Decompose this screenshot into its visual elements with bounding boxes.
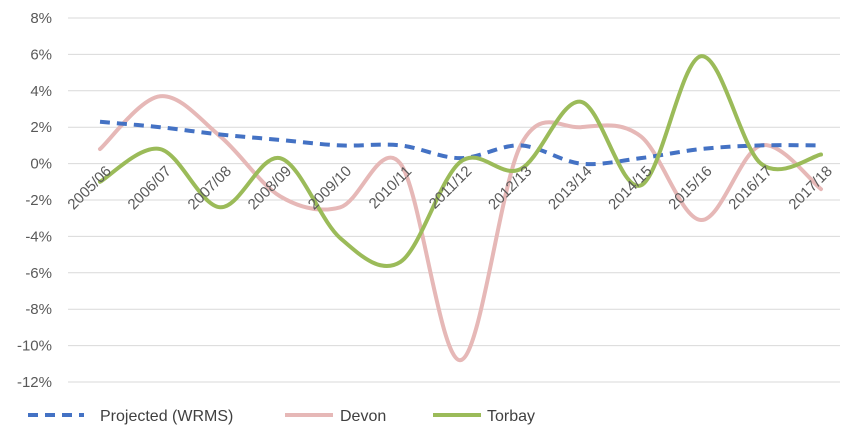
y-tick-label: -4% [25,228,52,245]
x-tick-label: 2009/10 [305,163,355,213]
series-line-projected-wrms [99,119,822,167]
legend-label: Projected (WRMS) [100,408,233,425]
x-tick-label: 2016/17 [725,163,775,213]
x-tick-label: 2014/15 [605,163,655,213]
x-tick-label: 2017/18 [785,163,835,213]
y-tick-label: -10% [17,338,52,355]
y-tick-label: 0% [30,156,52,173]
x-tick-label: 2013/14 [545,163,595,213]
x-tick-label: 2006/07 [125,163,175,213]
y-tick-label: -2% [25,192,52,209]
y-tick-label: 4% [30,83,52,100]
y-tick-label: -12% [17,374,52,391]
y-tick-label: 8% [30,10,52,27]
series-line-torbay [98,54,823,269]
y-tick-label: 6% [30,46,52,63]
y-tick-label: 2% [30,119,52,136]
series-line-devon [98,94,823,363]
grid [68,17,840,383]
x-tick-label: 2005/06 [64,163,114,213]
legend-label: Devon [340,408,386,425]
y-axis-ticks: -12% -10% -8% -6% -4% -2% 0% 2% 4% 6% 8% [17,10,52,391]
legend-label: Torbay [487,408,535,425]
series-lines [98,54,823,363]
y-tick-label: -8% [25,301,52,318]
y-tick-label: -6% [25,265,52,282]
legend: Projected (WRMS) Devon Torbay [28,408,535,425]
